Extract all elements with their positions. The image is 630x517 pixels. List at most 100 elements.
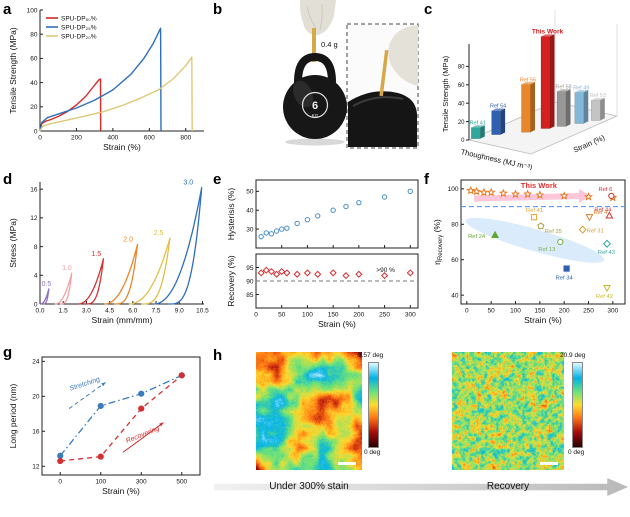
svg-text:Recovering: Recovering [125,425,161,445]
colorbar-left-max: 9.57 deg [358,352,384,359]
svg-text:150: 150 [534,308,545,315]
svg-text:0: 0 [34,301,38,308]
svg-text:Ref 4: Ref 4 [593,210,608,216]
svg-text:Stress (MPa): Stress (MPa) [8,218,18,268]
colorbar-right-min: 0 deg [568,449,585,456]
svg-text:50: 50 [246,189,254,196]
svg-text:4: 4 [34,273,38,280]
svg-text:800: 800 [180,135,191,142]
svg-text:16: 16 [32,429,40,436]
svg-text:Hysterisis (%): Hysterisis (%) [226,188,236,241]
svg-text:1.0: 1.0 [62,265,72,272]
svg-text:Tensile Strength (MPa): Tensile Strength (MPa) [441,55,450,132]
colorbar-right [572,362,583,448]
svg-text:200: 200 [353,312,364,319]
svg-text:500: 500 [176,479,187,486]
svg-text:400: 400 [107,135,118,142]
svg-text:ηRecovery (%): ηRecovery (%) [432,219,444,265]
panel-label-b: b [213,1,223,18]
svg-text:10.5: 10.5 [196,308,209,315]
caption-under-strain: Under 300% stain [269,481,349,492]
svg-text:50: 50 [278,312,286,319]
svg-text:Ref 54: Ref 54 [490,104,506,110]
svg-text:Strain (%): Strain (%) [524,315,562,325]
panel-label-f: f [424,171,429,188]
svg-text:85: 85 [246,292,254,299]
colorbar-left-min: 0 deg [364,449,381,456]
svg-text:100: 100 [448,186,459,193]
panel-a-stress-strain-chart: 0 200 400 600 800 0 20 40 60 80 100 Strain (%) Tensi… [8,7,204,152]
svg-text:200: 200 [71,135,82,142]
svg-text:0: 0 [58,479,62,486]
svg-text:100: 100 [302,312,313,319]
svg-text:7.5: 7.5 [152,308,161,315]
scalebar-right [540,462,558,465]
svg-text:Ref 34: Ref 34 [556,276,574,282]
kettlebell-weight-number: 6 [312,100,318,112]
svg-text:100: 100 [510,308,521,315]
svg-text:Ref 24: Ref 24 [468,234,486,240]
panel-g-long-period-chart: 0 100 300 500 12 16 20 24 Strain (%) Long period … [8,356,201,496]
svg-text:12: 12 [32,464,40,471]
svg-text:Ref 58: Ref 58 [555,84,571,90]
svg-text:Ref 35: Ref 35 [545,229,562,235]
svg-text:90: 90 [246,278,254,285]
svg-text:300: 300 [136,479,147,486]
svg-text:20: 20 [458,120,465,126]
tire-edge [348,91,417,147]
svg-text:Ref 44: Ref 44 [594,207,612,213]
svg-text:Tensile Strength (MPa): Tensile Strength (MPa) [8,27,18,114]
svg-text:Ref 41: Ref 41 [470,121,486,127]
svg-text:SPU-DP₂₅%: SPU-DP₂₅% [61,24,97,31]
svg-text:250: 250 [583,308,594,315]
weight-label: 0.4 g [321,40,338,49]
svg-text:24: 24 [32,359,40,366]
svg-text:0.0: 0.0 [35,308,44,315]
scalebar-left [338,462,356,465]
svg-text:SPU-DP₂₀%: SPU-DP₂₀% [61,33,97,40]
colorbar-left [368,362,379,448]
svg-text:6.0: 6.0 [128,308,137,315]
glove-hand [299,0,336,36]
svg-text:Ref 49: Ref 49 [573,85,589,91]
svg-text:40: 40 [458,101,465,107]
svg-text:20: 20 [30,104,38,111]
svg-text:0: 0 [34,128,38,135]
kettlebell-handle [294,52,336,86]
svg-text:1.5: 1.5 [59,308,68,315]
svg-text:This Work: This Work [532,29,564,36]
svg-text:60: 60 [30,56,38,63]
svg-text:40: 40 [451,292,459,299]
svg-text:SPU-DP₅₀%: SPU-DP₅₀% [61,15,97,22]
svg-text:Ref 41: Ref 41 [526,208,543,214]
svg-text:Ref 43: Ref 43 [598,250,615,256]
svg-text:4.5: 4.5 [105,308,114,315]
svg-text:0: 0 [465,308,469,315]
svg-text:Strain (%): Strain (%) [103,142,141,152]
svg-text:Ref 31: Ref 31 [587,229,604,235]
svg-text:Ref 53: Ref 53 [590,93,606,99]
polymer-strip [312,28,316,62]
svg-text:2.5: 2.5 [154,230,164,237]
svg-text:0.5: 0.5 [42,281,52,288]
svg-text:50: 50 [488,308,496,315]
svg-text:100: 100 [27,7,38,14]
polymer-strip-inset [379,50,389,97]
panel-d-cyclic-chart: 0.0 1.5 3.0 4.5 6.0 7.5 9.0 10.5 0 4 8 12 16 Strain (… [8,180,209,325]
svg-text:300: 300 [405,312,416,319]
afm-image-strained [256,352,362,470]
svg-text:Strain (mm/mm): Strain (mm/mm) [92,315,153,325]
tire-highlight [352,96,404,107]
svg-text:>90 %: >90 % [376,267,395,274]
panel-label-g: g [3,344,13,361]
svg-text:250: 250 [379,312,390,319]
svg-text:40: 40 [246,208,254,215]
svg-text:Ref 56: Ref 56 [520,77,536,83]
svg-text:3.0: 3.0 [183,180,193,187]
svg-text:8: 8 [34,244,38,251]
svg-text:Stretching: Stretching [69,376,101,392]
caption-recovery: Recovery [486,481,530,492]
